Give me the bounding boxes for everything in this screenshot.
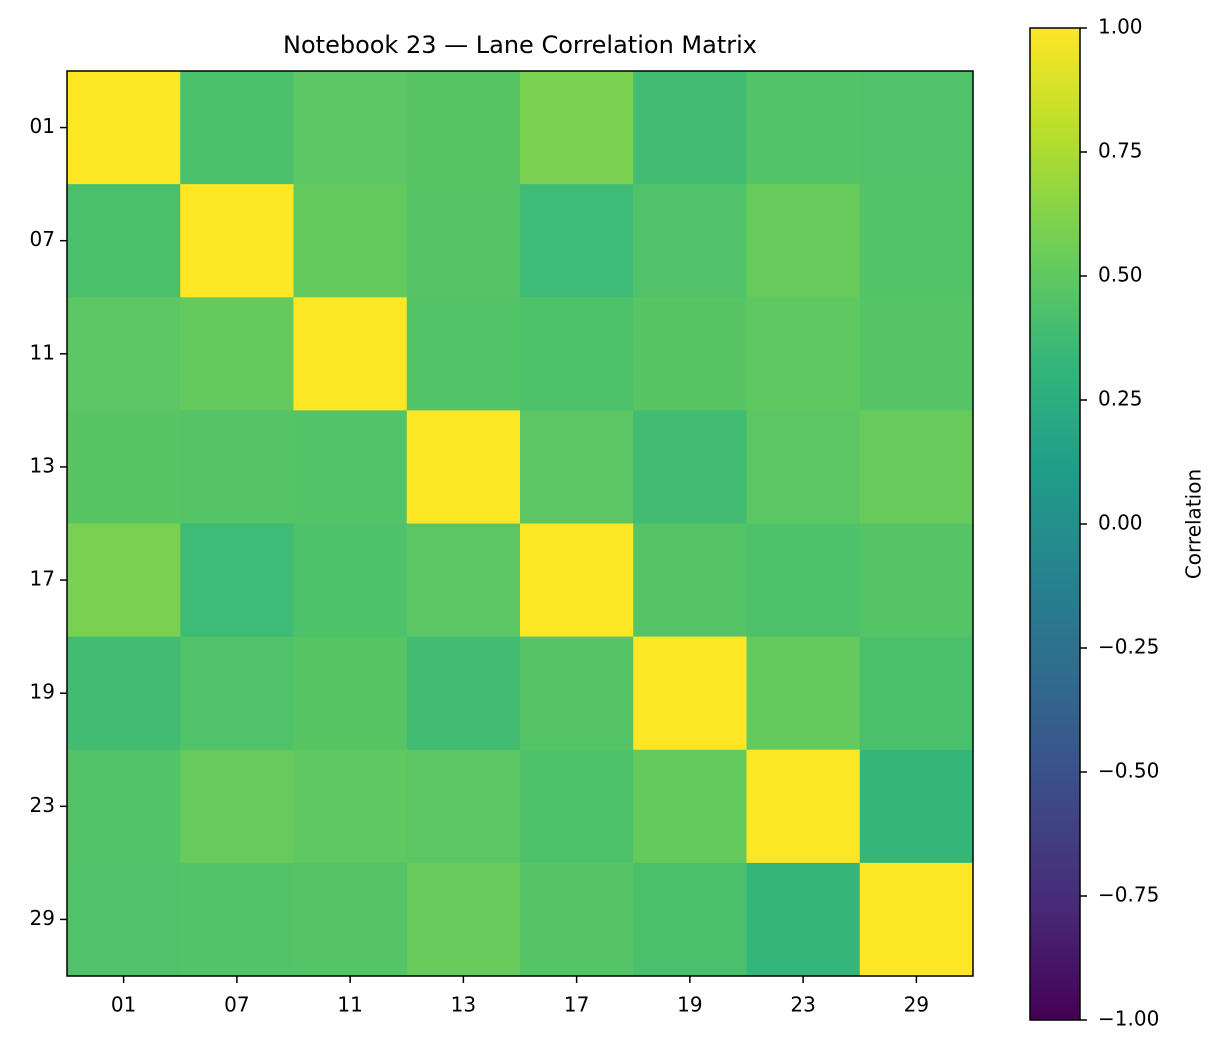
heatmap-cell: [746, 862, 861, 977]
heatmap-cell: [67, 749, 181, 864]
heatmap-cell: [859, 71, 974, 185]
heatmap-cell: [520, 523, 634, 638]
x-tick-label: 11: [337, 993, 362, 1017]
heatmap-cell: [67, 523, 181, 638]
plot-frame: [66, 70, 974, 977]
heatmap-cell: [633, 410, 747, 524]
y-tick-label: 19: [30, 680, 55, 704]
heatmap-cell: [293, 523, 408, 638]
colorbar-tick-label: 0.25: [1098, 387, 1143, 411]
heatmap-cell: [633, 184, 747, 298]
heatmap-cell: [520, 71, 634, 185]
heatmap-cell: [406, 410, 521, 524]
heatmap-cell: [633, 297, 747, 411]
colorbar-tick-label: −1.00: [1098, 1007, 1159, 1031]
x-tick-label: 19: [677, 993, 702, 1017]
heatmap-cell: [67, 636, 181, 751]
y-tick-label: 17: [30, 567, 55, 591]
heatmap-cell: [406, 297, 521, 411]
heatmap-cell: [746, 636, 861, 751]
heatmap-cell: [293, 862, 408, 977]
heatmap-cell: [520, 636, 634, 751]
heatmap-cell: [180, 410, 294, 524]
heatmap-cell: [520, 184, 634, 298]
heatmap-cell: [406, 71, 521, 185]
colorbar-tick-label: −0.25: [1098, 635, 1159, 659]
heatmap-cell: [180, 297, 294, 411]
heatmap-cell: [633, 749, 747, 864]
x-tick-label: 23: [790, 993, 815, 1017]
x-tick-label: 13: [451, 993, 476, 1017]
heatmap-cell: [293, 749, 408, 864]
heatmap-cell: [746, 71, 861, 185]
heatmap-cell: [180, 749, 294, 864]
heatmap-cell: [633, 862, 747, 977]
y-tick-label: 23: [30, 793, 55, 817]
heatmap-cell: [180, 184, 294, 298]
heatmap-cell: [859, 297, 974, 411]
heatmap-cell: [859, 749, 974, 864]
colorbar-label: Correlation: [1182, 469, 1206, 579]
heatmap-cell: [293, 297, 408, 411]
y-tick-label: 29: [30, 906, 55, 930]
heatmap-cell: [746, 749, 861, 864]
heatmap-cell: [633, 71, 747, 185]
heatmap-cell: [746, 297, 861, 411]
heatmap-cell: [859, 184, 974, 298]
heatmap-cell: [859, 410, 974, 524]
y-tick-label: 07: [30, 227, 55, 251]
heatmap-cell: [859, 523, 974, 638]
heatmap-cell: [746, 410, 861, 524]
colorbar: [1029, 27, 1081, 1021]
heatmap-cell: [633, 636, 747, 751]
heatmap-cell: [67, 71, 181, 185]
y-tick-label: 01: [30, 114, 55, 138]
heatmap-cell: [520, 862, 634, 977]
chart-title: Notebook 23 — Lane Correlation Matrix: [283, 31, 757, 59]
heatmap-cell: [633, 523, 747, 638]
heatmap-cell: [180, 523, 294, 638]
y-tick-label: 13: [30, 453, 55, 477]
colorbar-tick-label: 0.50: [1098, 263, 1143, 287]
heatmap-cell: [520, 410, 634, 524]
heatmap-cell: [406, 636, 521, 751]
heatmap-cell: [406, 749, 521, 864]
heatmap-cell: [67, 184, 181, 298]
heatmap-cell: [859, 862, 974, 977]
heatmap-cell: [293, 636, 408, 751]
heatmap-cell: [293, 410, 408, 524]
x-tick-label: 01: [111, 993, 136, 1017]
x-tick-label: 17: [564, 993, 589, 1017]
heatmap-cell: [406, 523, 521, 638]
heatmap-cell: [406, 862, 521, 977]
heatmap-cell: [406, 184, 521, 298]
heatmap-cell: [293, 184, 408, 298]
heatmap-cell: [746, 184, 861, 298]
y-tick-label: 11: [30, 340, 55, 364]
colorbar-tick-label: −0.50: [1098, 759, 1159, 783]
heatmap-cell: [67, 862, 181, 977]
heatmap-cell: [859, 636, 974, 751]
heatmap-cell: [67, 297, 181, 411]
heatmap-cell: [67, 410, 181, 524]
heatmap-cell: [180, 636, 294, 751]
heatmap-cell: [180, 862, 294, 977]
colorbar-tick-label: 0.00: [1098, 511, 1143, 535]
heatmap-cell: [520, 749, 634, 864]
heatmap-cell: [293, 71, 408, 185]
colorbar-tick-label: 0.75: [1098, 139, 1143, 163]
heatmap-cell: [746, 523, 861, 638]
x-tick-label: 07: [224, 993, 249, 1017]
heatmap-cell: [520, 297, 634, 411]
colorbar-tick-label: 1.00: [1098, 15, 1143, 39]
heatmap-cell: [180, 71, 294, 185]
x-tick-label: 29: [904, 993, 929, 1017]
colorbar-tick-label: −0.75: [1098, 883, 1159, 907]
